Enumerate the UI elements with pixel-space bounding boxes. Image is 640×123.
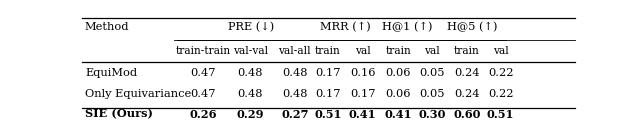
Text: train: train (454, 46, 480, 56)
Text: 0.05: 0.05 (419, 89, 445, 99)
Text: train: train (315, 46, 341, 56)
Text: val: val (355, 46, 371, 56)
Text: PRE (↓): PRE (↓) (228, 22, 275, 32)
Text: 0.51: 0.51 (314, 109, 342, 120)
Text: train: train (385, 46, 412, 56)
Text: 0.48: 0.48 (237, 89, 263, 99)
Text: 0.06: 0.06 (386, 69, 411, 78)
Text: 0.48: 0.48 (282, 69, 307, 78)
Text: 0.48: 0.48 (237, 69, 263, 78)
Text: 0.17: 0.17 (316, 89, 340, 99)
Text: val-val: val-val (232, 46, 268, 56)
Text: 0.27: 0.27 (281, 109, 308, 120)
Text: 0.47: 0.47 (190, 69, 216, 78)
Text: train-train: train-train (175, 46, 230, 56)
Text: 0.47: 0.47 (190, 89, 216, 99)
Text: val-all: val-all (278, 46, 311, 56)
Text: 0.22: 0.22 (488, 89, 513, 99)
Text: 0.22: 0.22 (488, 69, 513, 78)
Text: 0.17: 0.17 (316, 69, 340, 78)
Text: 0.29: 0.29 (236, 109, 264, 120)
Text: 0.48: 0.48 (282, 89, 307, 99)
Text: 0.16: 0.16 (350, 69, 376, 78)
Text: 0.06: 0.06 (386, 89, 411, 99)
Text: MRR (↑): MRR (↑) (320, 22, 371, 32)
Text: 0.41: 0.41 (349, 109, 376, 120)
Text: 0.17: 0.17 (350, 89, 376, 99)
Text: 0.26: 0.26 (189, 109, 217, 120)
Text: 0.24: 0.24 (454, 69, 479, 78)
Text: Method: Method (85, 22, 129, 32)
Text: val: val (493, 46, 509, 56)
Text: 0.51: 0.51 (487, 109, 515, 120)
Text: H@1 (↑): H@1 (↑) (382, 22, 433, 32)
Text: 0.60: 0.60 (453, 109, 481, 120)
Text: SIE (Ours): SIE (Ours) (85, 109, 153, 120)
Text: 0.30: 0.30 (419, 109, 446, 120)
Text: 0.05: 0.05 (419, 69, 445, 78)
Text: val: val (424, 46, 440, 56)
Text: H@5 (↑): H@5 (↑) (447, 22, 497, 32)
Text: Only Equivariance: Only Equivariance (85, 89, 191, 99)
Text: 0.41: 0.41 (385, 109, 412, 120)
Text: 0.24: 0.24 (454, 89, 479, 99)
Text: EquiMod: EquiMod (85, 69, 137, 78)
